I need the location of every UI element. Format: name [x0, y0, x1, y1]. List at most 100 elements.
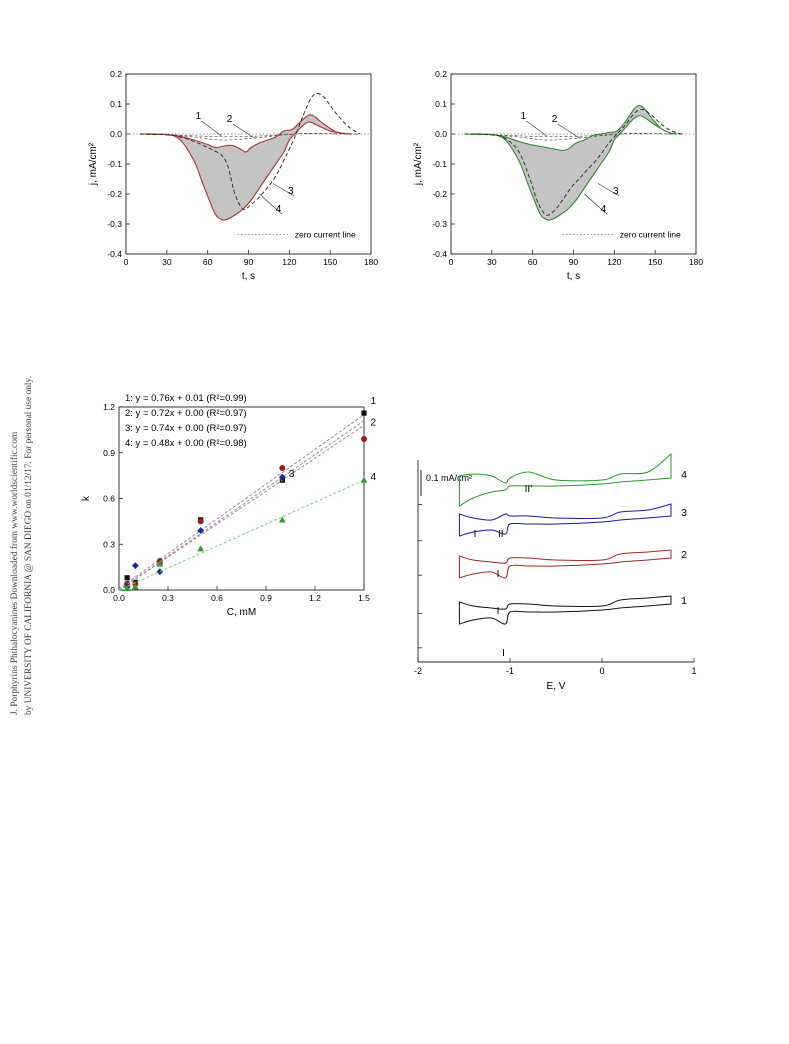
data-point-series-3	[197, 527, 205, 534]
y-tick-label: 0.0	[103, 585, 115, 595]
y-tick-label: 0.6	[103, 494, 115, 504]
y-tick-label: 0.2	[110, 69, 122, 79]
y-axis-label: j, mA/cm²	[88, 142, 99, 186]
peak-annotation: I	[497, 569, 500, 580]
cv-curve-2	[458, 549, 672, 579]
x-tick-label: 0	[449, 257, 454, 267]
fit-line-4	[118, 479, 365, 591]
leader-line	[557, 123, 581, 139]
series-line-3	[464, 104, 677, 152]
data-point-series-3	[278, 473, 286, 481]
data-point-series-3	[156, 568, 164, 576]
legend-label: zero current line	[295, 230, 356, 240]
y-axis-label: j, mA/cm²	[413, 142, 424, 186]
fit-line-2	[118, 424, 365, 591]
regression-equation: 3: y = 0.74x + 0.00 (R²=0.97)	[125, 423, 247, 434]
chart-bottom-left: 0.0 0.3 0.6 0.9 1.2 1.5 0.0 0.3 0.6 0.9 1.2 C, mM k 1…	[81, 393, 377, 618]
cv-curve-label: 4	[681, 469, 687, 481]
data-point-series-4	[278, 516, 286, 523]
sidebar-note-line1: J. Porphyrins Phthalocyanines Downloaded…	[9, 431, 20, 715]
leader-line	[232, 123, 256, 139]
y-tick-label: -0.4	[107, 249, 122, 259]
chart-top-right: 0 30 60 90 120 150 180 -0.4 -0.3 -0.2 -0.1 0.0 0.1 0.…	[413, 69, 703, 282]
x-axis-label: C, mM	[227, 607, 256, 618]
x-tick-label: 0.6	[211, 593, 223, 603]
y-tick-label: -0.1	[107, 159, 122, 169]
x-tick-label: -1	[506, 666, 514, 676]
x-tick-label: 30	[162, 257, 172, 267]
x-tick-label: 150	[323, 257, 337, 267]
curve-label: 3	[288, 186, 294, 197]
x-tick-label: 60	[203, 257, 213, 267]
series-line-4	[464, 115, 677, 221]
series-label: 1	[371, 396, 377, 407]
leader-line	[597, 183, 620, 197]
y-tick-label: -0.4	[432, 249, 447, 259]
data-point-series-4	[360, 476, 368, 483]
x-tick-label: 1	[691, 666, 696, 676]
cv-curve-label: 1	[681, 595, 687, 607]
x-tick-label: 180	[364, 257, 378, 267]
peak-annotation: I	[497, 606, 500, 617]
plot-frame	[118, 406, 365, 591]
data-point-series-2	[279, 465, 286, 471]
regression-equation: 1: y = 0.76x + 0.01 (R²=0.99)	[125, 393, 247, 404]
x-tick-label: 30	[487, 257, 497, 267]
chart-panel-bottom-left: 0.0 0.3 0.6 0.9 1.2 1.5 0.0 0.3 0.6 0.9 1.2 C, mM k 1…	[75, 385, 395, 635]
data-point-series-3	[131, 562, 139, 569]
y-axis-label: k	[81, 495, 92, 501]
leader-line	[526, 120, 547, 137]
scale-bar-label: 0.1 mA/cm²	[426, 473, 472, 483]
cv-curve-3	[458, 503, 672, 537]
x-tick-label: 120	[282, 257, 296, 267]
series-label: 3	[289, 469, 295, 480]
cv-curve-4	[458, 452, 672, 507]
curve-label: 4	[601, 204, 607, 215]
x-tick-label: -2	[414, 666, 422, 676]
peak-annotation: I	[502, 648, 505, 659]
curve-label: 1	[196, 111, 202, 122]
data-point-series-1	[361, 410, 367, 416]
x-tick-label: 1.5	[358, 593, 370, 603]
x-axis-label: t, s	[567, 271, 580, 282]
x-tick-label: 0	[599, 666, 604, 676]
shaded-area	[464, 105, 677, 221]
x-tick-label: 90	[569, 257, 579, 267]
y-tick-label: 0.9	[103, 448, 115, 458]
y-tick-label: -0.3	[432, 219, 447, 229]
x-axis-label: t, s	[242, 271, 255, 282]
peak-annotation: II'	[525, 484, 533, 495]
y-tick-label: 0.2	[435, 69, 447, 79]
x-tick-label: 0.9	[260, 593, 272, 603]
series-line-reference	[464, 108, 683, 216]
cv-curve-1	[458, 595, 672, 625]
cv-curve-label: 2	[681, 549, 687, 561]
x-tick-label: 90	[244, 257, 254, 267]
x-tick-label: 0.0	[113, 593, 125, 603]
y-tick-label: -0.1	[432, 159, 447, 169]
curve-label: 1	[521, 111, 527, 122]
data-point-series-4	[197, 545, 205, 552]
sidebar-note-line2: by UNIVERSITY OF CALIFORNIA @ SAN DIEGO …	[24, 376, 34, 715]
y-tick-label: 1.2	[103, 402, 115, 412]
x-tick-label: 0	[124, 257, 129, 267]
chart-top-left: 0 30 60 90 120 150 180 -0.4 -0.3 -0.2 -0.1 0.0 0.1 0.…	[88, 69, 378, 282]
y-tick-label: 0.1	[110, 99, 122, 109]
peak-annotation: II	[498, 529, 504, 540]
regression-equation: 2: y = 0.72x + 0.00 (R²=0.97)	[125, 408, 247, 419]
chart-panel-top-right: 0 30 60 90 120 150 180 -0.4 -0.3 -0.2 -0.1 0.0 0.1 0.…	[403, 62, 723, 297]
data-point-series-1	[124, 575, 130, 581]
shaded-area	[139, 114, 352, 221]
cv-curve-label: 3	[681, 507, 687, 519]
chart-panel-top-left: 0 30 60 90 120 150 180 -0.4 -0.3 -0.2 -0.1 0.0 0.1 0.…	[78, 62, 398, 297]
curve-label: 3	[613, 186, 619, 197]
series-line-reference	[139, 93, 361, 210]
regression-equation: 4: y = 0.48x + 0.00 (R²=0.98)	[125, 438, 247, 449]
data-point-series-4	[131, 583, 139, 590]
data-point-series-2	[361, 436, 367, 443]
peak-annotation: I	[474, 529, 477, 540]
x-tick-label: 150	[648, 257, 662, 267]
data-point-series-4	[123, 585, 131, 592]
y-tick-label: -0.2	[107, 189, 122, 199]
